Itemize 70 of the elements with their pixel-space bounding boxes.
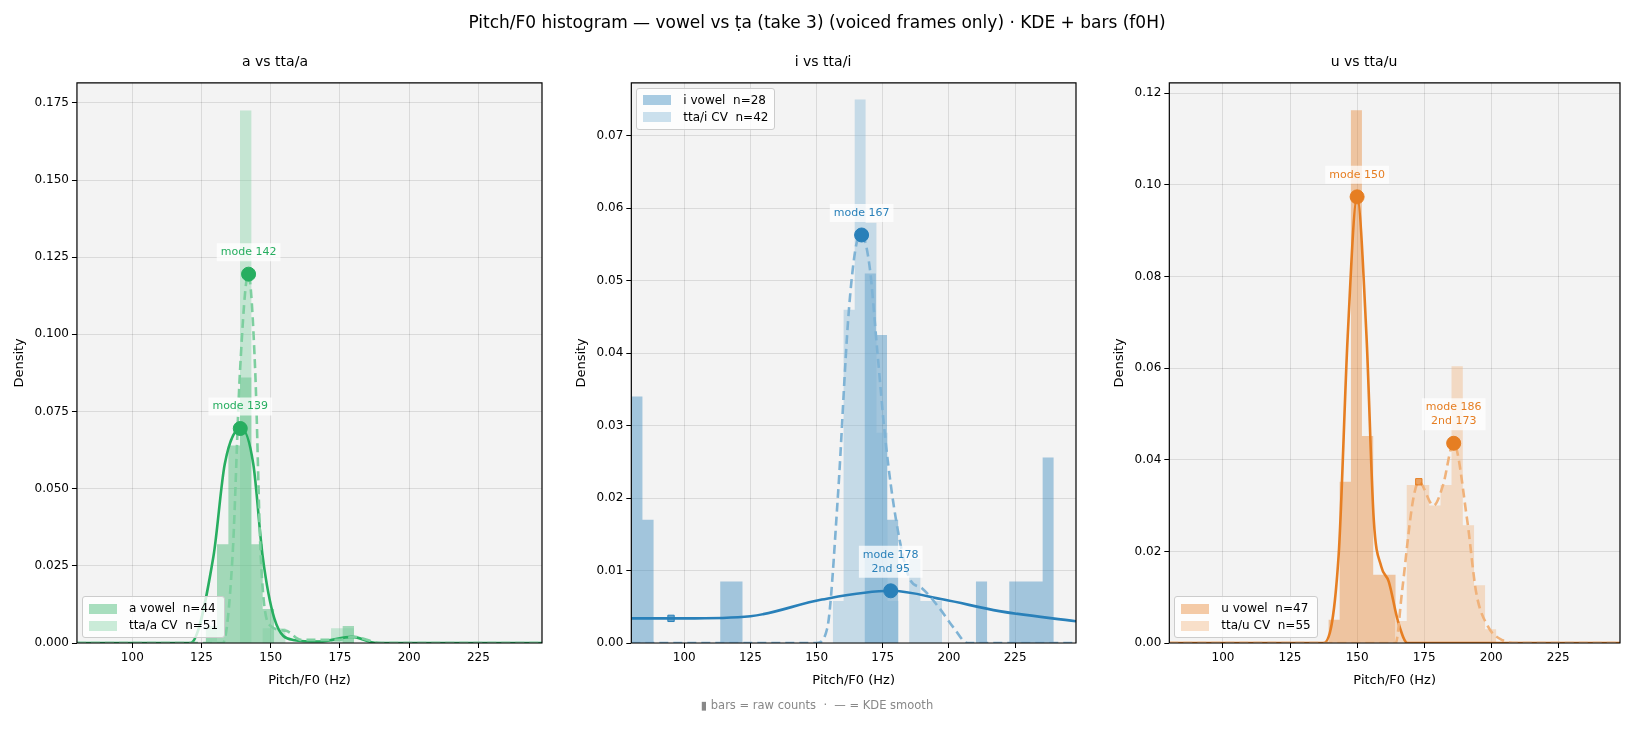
y-tick-label: 0.06: [1134, 360, 1162, 375]
y-tick-label: 0.01: [596, 562, 624, 577]
x-axis-title: Pitch/F0 (Hz): [268, 671, 351, 687]
x-tick-label: 125: [190, 650, 213, 665]
y-tick-label: 0.00: [1134, 635, 1162, 650]
y-tick-label: 0.100: [34, 326, 69, 341]
legend-label: i vowel n=28: [683, 91, 766, 109]
x-tick-label: 125: [738, 650, 762, 665]
y-tick-label: 0.04: [1134, 451, 1162, 466]
y-axis-title: Density: [1111, 337, 1127, 388]
x-tick-label: 175: [328, 650, 352, 665]
point: [854, 227, 870, 243]
x-tick-label: 100: [120, 650, 144, 665]
y-axis-title: Density: [11, 337, 27, 388]
y-tick-label: 0.08: [1134, 268, 1162, 283]
y-tick-label: 0.00: [596, 635, 624, 650]
legend-label: tta/i CV n=42: [683, 108, 769, 126]
x-axis-title: Pitch/F0 (Hz): [812, 671, 895, 687]
y-tick-label: 0.04: [596, 345, 624, 360]
y-tick-label: 0.07: [596, 127, 624, 142]
x-tick-label: 200: [397, 650, 421, 665]
y-tick-label: 0.02: [1134, 543, 1162, 558]
x-tick-label: 175: [1412, 650, 1436, 665]
legend-label: tta/u CV n=55: [1221, 617, 1311, 634]
legend-label: u vowel n=47: [1221, 600, 1309, 617]
legend-label: tta/a CV n=51: [128, 617, 219, 634]
point: [1349, 189, 1365, 205]
y-tick-label: 0.06: [596, 200, 624, 215]
x-tick-label: 225: [1546, 650, 1570, 665]
point: [1415, 478, 1423, 486]
annotation: mode 142: [220, 245, 277, 259]
x-tick-label: 200: [1479, 650, 1503, 665]
y-tick-label: 0.02: [596, 490, 624, 505]
y-tick-label: 0.150: [34, 172, 69, 187]
x-tick-label: 150: [1345, 650, 1369, 665]
y-tick-label: 0.125: [34, 249, 69, 264]
point: [883, 583, 899, 599]
x-tick-label: 225: [1003, 650, 1027, 665]
chart-title: u vs tta/u: [1330, 53, 1398, 70]
x-tick-label: 225: [466, 650, 490, 665]
x-tick-label: 150: [805, 650, 829, 665]
point: [667, 614, 675, 623]
y-tick-label: 0.10: [1134, 177, 1162, 192]
text: ▮ bars = raw counts · — = KDE smooth: [699, 698, 935, 712]
x-tick-label: 200: [937, 650, 961, 665]
legend-label: a vowel n=44: [128, 600, 216, 617]
x-tick-label: 175: [871, 650, 895, 665]
x-tick-label: 125: [1278, 650, 1302, 665]
y-tick-label: 0.000: [34, 635, 69, 650]
chart-title: a vs tta/a: [242, 53, 308, 70]
annotation: mode 167: [833, 205, 890, 219]
y-tick-label: 0.12: [1134, 85, 1162, 100]
y-tick-label: 0.05: [596, 272, 624, 287]
x-tick-label: 100: [1211, 650, 1235, 665]
annotation: mode 139: [212, 399, 269, 413]
y-tick-label: 0.175: [34, 94, 69, 109]
y-tick-label: 0.03: [596, 417, 624, 432]
x-axis-title: Pitch/F0 (Hz): [1353, 671, 1436, 687]
y-tick-label: 0.050: [34, 480, 69, 495]
y-axis-title: Density: [573, 337, 589, 388]
point: [1446, 435, 1462, 451]
x-tick-label: 100: [672, 650, 696, 665]
annotation: mode 178 2nd 95: [862, 547, 919, 575]
y-tick-label: 0.025: [34, 557, 69, 572]
chart-title: i vs tta/i: [794, 53, 852, 70]
x-tick-label: 150: [259, 650, 283, 665]
text: Pitch/F0 histogram — vowel vs ṭa (take 3) (voiced frames only) · KDE + bars (f0H): [467, 12, 1167, 32]
annotation: mode 150: [1329, 167, 1385, 181]
annotation: mode 186 2nd 173: [1425, 400, 1482, 428]
y-tick-label: 0.075: [34, 403, 69, 418]
